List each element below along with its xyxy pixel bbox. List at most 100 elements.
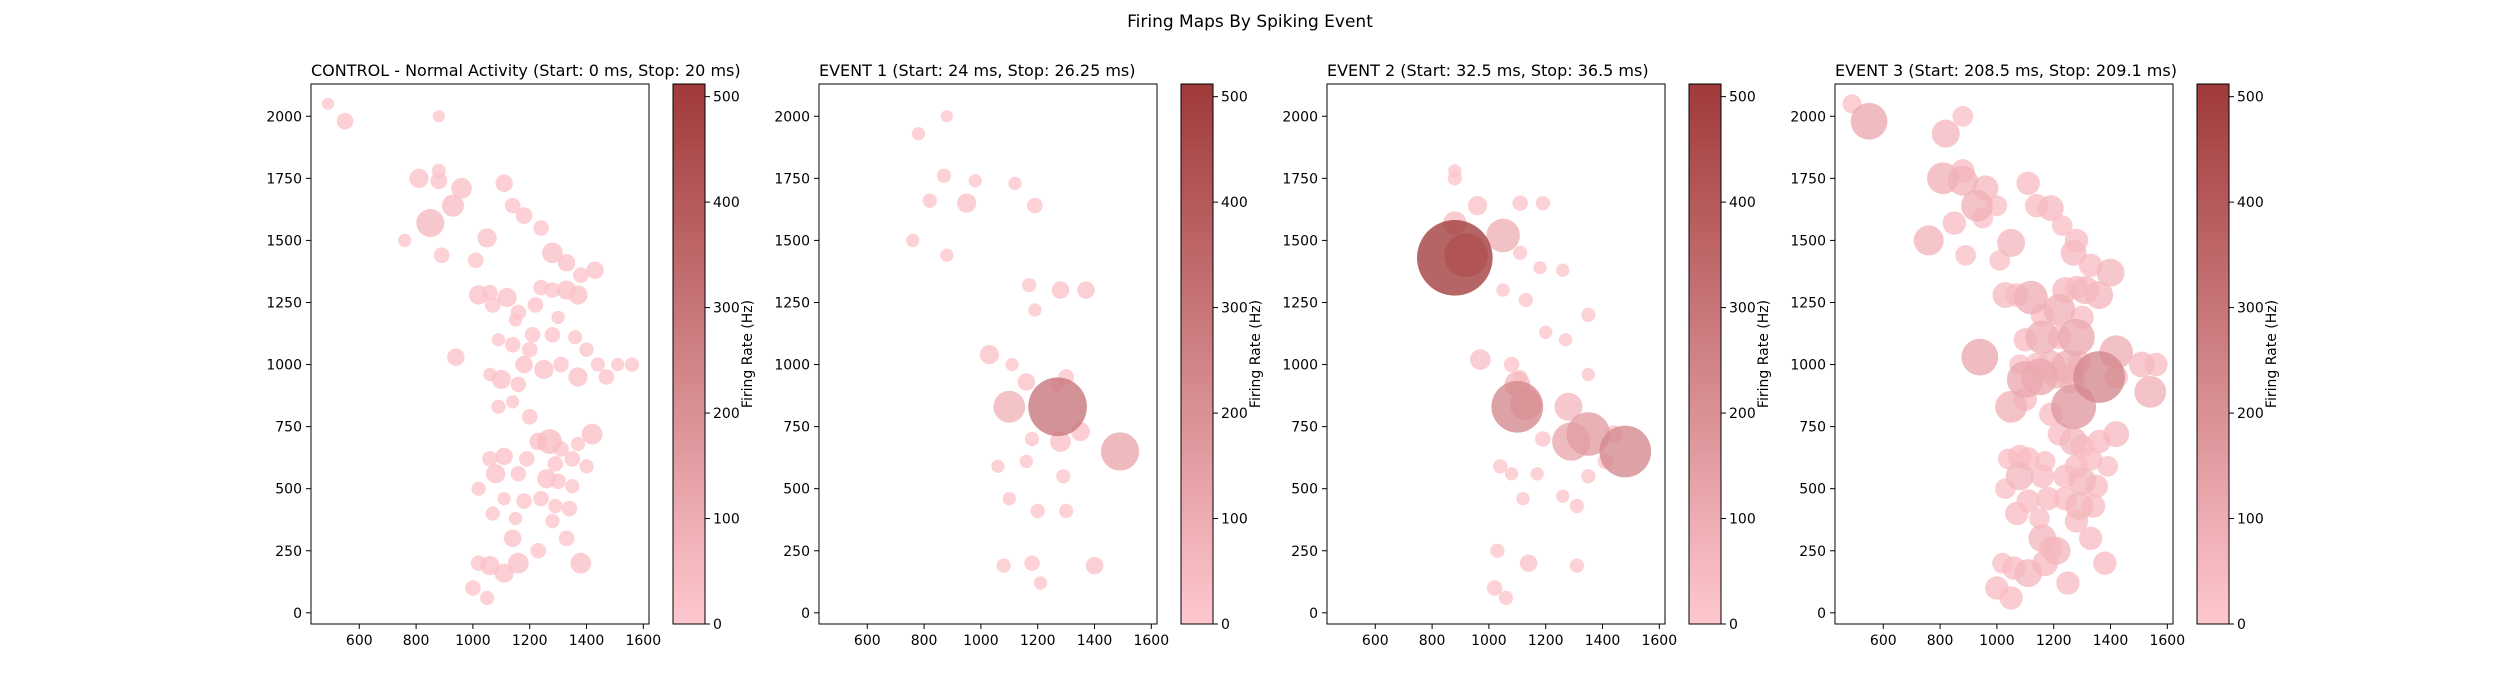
data-point bbox=[1486, 580, 1503, 596]
data-point bbox=[491, 399, 506, 414]
x-tick-label: 1400 bbox=[569, 633, 605, 649]
x-tick-label: 1000 bbox=[455, 633, 491, 649]
data-point bbox=[1533, 261, 1547, 275]
y-tick-label: 1750 bbox=[266, 171, 302, 187]
data-point bbox=[2021, 358, 2058, 396]
points-layer bbox=[321, 97, 640, 606]
colorbar-tick-label: 200 bbox=[1221, 406, 1248, 422]
data-point bbox=[611, 357, 625, 372]
y-tick-label: 500 bbox=[275, 482, 302, 498]
data-point bbox=[416, 209, 445, 238]
data-point bbox=[430, 172, 448, 190]
data-point bbox=[1535, 431, 1551, 447]
colorbar-tick-label: 100 bbox=[1221, 512, 1248, 528]
data-point bbox=[1569, 558, 1585, 573]
data-point bbox=[1518, 292, 1533, 308]
data-point bbox=[1913, 225, 1944, 256]
data-point bbox=[521, 341, 538, 358]
data-point bbox=[1556, 263, 1570, 277]
colorbar-tick-label: 400 bbox=[1221, 195, 1248, 211]
y-tick-label: 750 bbox=[1291, 420, 1318, 436]
y-tick-label: 1000 bbox=[266, 358, 302, 374]
colorbar-tick-label: 200 bbox=[2237, 406, 2264, 422]
data-point bbox=[2014, 280, 2048, 315]
data-point bbox=[624, 357, 640, 372]
data-point bbox=[2016, 171, 2040, 196]
data-point bbox=[2037, 195, 2064, 222]
colorbar-tick-label: 300 bbox=[1221, 301, 1248, 317]
data-point bbox=[1539, 325, 1553, 339]
data-point bbox=[471, 481, 486, 496]
y-tick-label: 1500 bbox=[1282, 233, 1318, 249]
axes-frame bbox=[818, 83, 1158, 625]
x-tick-label: 600 bbox=[854, 633, 881, 649]
scatter-panel-2: EVENT 1 (Start: 24 ms, Stop: 26.25 ms) 60… bbox=[774, 61, 1264, 649]
data-point bbox=[409, 168, 429, 188]
data-point bbox=[1022, 277, 1037, 293]
data-point bbox=[568, 367, 588, 387]
data-point bbox=[503, 529, 522, 548]
y-tick-label: 250 bbox=[1799, 544, 1826, 560]
colorbar-tick-label: 500 bbox=[1221, 90, 1248, 106]
colorbar-tick-label: 500 bbox=[713, 90, 740, 106]
data-point bbox=[558, 530, 575, 547]
data-point bbox=[2051, 215, 2073, 236]
x-tick-label: 600 bbox=[1870, 633, 1897, 649]
data-point bbox=[2085, 281, 2114, 310]
data-point bbox=[521, 408, 538, 425]
data-point bbox=[491, 369, 511, 390]
colorbar bbox=[2196, 83, 2230, 625]
data-point bbox=[2068, 467, 2097, 496]
data-point bbox=[1554, 392, 1583, 421]
colorbar bbox=[1180, 83, 1214, 625]
data-point bbox=[516, 493, 532, 509]
x-tick-label: 1400 bbox=[1585, 633, 1621, 649]
scatter-panel-1: CONTROL - Normal Activity (Start: 0 ms, … bbox=[266, 61, 756, 649]
colorbar-tick-label: 200 bbox=[1729, 406, 1756, 422]
data-point bbox=[544, 326, 561, 343]
data-point bbox=[433, 247, 450, 264]
data-point bbox=[590, 357, 606, 372]
data-point bbox=[1058, 503, 1074, 519]
y-tick-label: 1750 bbox=[774, 171, 810, 187]
data-point bbox=[467, 252, 484, 269]
data-point bbox=[1417, 219, 1493, 296]
data-point bbox=[451, 177, 472, 199]
colorbar-tick-label: 300 bbox=[1729, 301, 1756, 317]
data-point bbox=[940, 110, 953, 123]
data-point bbox=[1100, 432, 1140, 471]
data-point bbox=[2134, 375, 2167, 408]
data-point bbox=[1002, 491, 1016, 506]
data-point bbox=[1513, 245, 1528, 260]
data-point bbox=[510, 376, 527, 393]
y-tick-label: 500 bbox=[1799, 482, 1826, 498]
data-point bbox=[504, 336, 521, 353]
data-point bbox=[527, 297, 544, 313]
data-point bbox=[2078, 447, 2103, 471]
data-point bbox=[557, 254, 576, 272]
data-point bbox=[485, 506, 500, 521]
colorbar-tick-label: 200 bbox=[713, 406, 740, 422]
data-point bbox=[1519, 554, 1538, 572]
data-point bbox=[497, 491, 511, 506]
data-point bbox=[1019, 454, 1034, 469]
data-point bbox=[1051, 281, 1070, 299]
data-point bbox=[321, 97, 335, 110]
colorbar-tick-label: 400 bbox=[2237, 195, 2264, 211]
data-point bbox=[515, 207, 533, 224]
data-point bbox=[561, 500, 578, 517]
x-tick-label: 800 bbox=[911, 633, 938, 649]
data-point bbox=[996, 558, 1011, 573]
y-tick-label: 1000 bbox=[774, 358, 810, 374]
colorbar-tick-label: 300 bbox=[2237, 301, 2264, 317]
data-point bbox=[2014, 559, 2043, 588]
points-layer bbox=[1417, 164, 1652, 606]
data-point bbox=[2073, 351, 2126, 403]
x-tick-label: 800 bbox=[1419, 633, 1446, 649]
y-tick-label: 500 bbox=[1291, 482, 1318, 498]
data-point bbox=[2005, 462, 2034, 491]
y-tick-label: 1000 bbox=[1282, 358, 1318, 374]
data-point bbox=[991, 459, 1005, 474]
colorbar-label: Firing Rate (Hz) bbox=[1248, 300, 1264, 408]
colorbar-tick-label: 0 bbox=[1729, 617, 1738, 633]
